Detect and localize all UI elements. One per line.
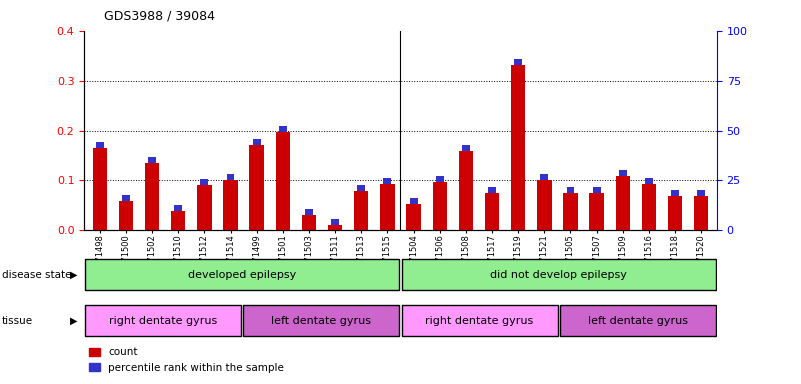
Bar	[697, 190, 705, 197]
Bar	[459, 151, 473, 230]
Bar	[668, 197, 682, 230]
Legend: count, percentile rank within the sample: count, percentile rank within the sample	[86, 343, 288, 377]
Bar	[384, 178, 392, 184]
Bar	[541, 174, 548, 180]
Bar	[85, 305, 241, 336]
Bar	[175, 205, 182, 212]
Bar	[616, 177, 630, 230]
Bar	[200, 179, 208, 185]
Text: ▶: ▶	[70, 270, 77, 280]
Text: ▶: ▶	[70, 316, 77, 326]
Bar	[328, 225, 342, 230]
Bar	[566, 187, 574, 193]
Bar	[148, 157, 156, 163]
Bar	[563, 193, 578, 230]
Bar	[671, 190, 679, 197]
Bar	[694, 197, 708, 230]
Text: right dentate gyrus: right dentate gyrus	[425, 316, 533, 326]
Text: did not develop epilepsy: did not develop epilepsy	[490, 270, 627, 280]
Bar	[401, 305, 557, 336]
Bar	[462, 144, 470, 151]
Bar	[380, 184, 395, 230]
Bar	[409, 199, 417, 204]
Text: tissue: tissue	[2, 316, 33, 326]
Bar	[354, 192, 368, 230]
Bar	[590, 193, 604, 230]
Bar	[537, 180, 552, 230]
Bar	[302, 215, 316, 230]
Bar	[645, 178, 653, 184]
Bar	[227, 174, 235, 180]
Bar	[433, 182, 447, 230]
Bar	[96, 142, 104, 148]
Bar	[560, 305, 716, 336]
Bar	[244, 305, 400, 336]
Bar	[93, 148, 107, 230]
Bar	[511, 65, 525, 230]
Bar	[85, 259, 400, 290]
Bar	[145, 163, 159, 230]
Bar	[197, 185, 211, 230]
Bar	[488, 187, 496, 193]
Bar	[249, 144, 264, 230]
Bar	[276, 132, 290, 230]
Bar	[279, 126, 287, 132]
Bar	[406, 204, 421, 230]
Bar	[171, 212, 185, 230]
Bar	[514, 59, 522, 65]
Bar	[253, 139, 260, 144]
Bar	[357, 185, 365, 192]
Bar	[331, 219, 339, 225]
Bar	[122, 195, 130, 202]
Bar	[642, 184, 656, 230]
Text: right dentate gyrus: right dentate gyrus	[109, 316, 217, 326]
Bar	[223, 180, 238, 230]
Text: left dentate gyrus: left dentate gyrus	[272, 316, 372, 326]
Bar	[593, 187, 601, 193]
Bar	[305, 209, 313, 215]
Text: left dentate gyrus: left dentate gyrus	[588, 316, 688, 326]
Text: GDS3988 / 39084: GDS3988 / 39084	[104, 10, 215, 23]
Bar	[401, 259, 716, 290]
Text: developed epilepsy: developed epilepsy	[188, 270, 296, 280]
Bar	[485, 193, 499, 230]
Text: disease state: disease state	[2, 270, 71, 280]
Bar	[436, 177, 444, 182]
Bar	[619, 170, 626, 177]
Bar	[119, 202, 133, 230]
